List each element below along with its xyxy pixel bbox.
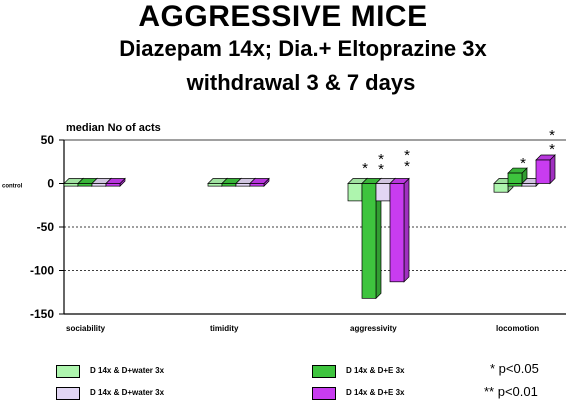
bar-aggressivity-s0	[347, 183, 363, 202]
bar-aggressivity-s3-side	[403, 177, 410, 283]
y-tick-label: -50	[37, 220, 55, 234]
significance-star: *	[520, 155, 526, 172]
y-tick-label: -150	[30, 307, 54, 321]
legend-label: D 14x & D+water 3x	[90, 388, 165, 397]
significance-star: *	[362, 160, 368, 177]
bar-locomotion-s1	[507, 183, 523, 187]
legend-swatch	[56, 365, 80, 378]
category-label-sociability: sociability	[66, 324, 106, 333]
y-tick-label: 50	[41, 133, 55, 147]
significance-star: *	[549, 127, 555, 144]
significance-star: *	[549, 141, 555, 158]
bar-timidity-s0	[207, 183, 223, 187]
legend-item-d-e-3x-purple: D 14x & D+E 3x	[312, 387, 472, 401]
category-label-locomotion: locomotion	[496, 324, 539, 333]
bar-locomotion-s1-extra	[507, 172, 523, 184]
y-tick-label: 0	[47, 177, 54, 191]
chart-subtitle-line2: withdrawal 3 & 7 days	[186, 70, 416, 95]
bar-aggressivity-s1	[361, 183, 377, 299]
legend-item-d-water-3x-green: D 14x & D+water 3x	[56, 365, 256, 379]
control-label: control	[2, 184, 23, 190]
significance-star: *	[404, 158, 410, 175]
bar-locomotion-s2	[521, 183, 537, 187]
bar-timidity-s1	[221, 183, 237, 187]
legend-label: D 14x & D+E 3x	[346, 366, 405, 375]
bar-aggressivity-s2	[375, 183, 391, 202]
chart-title: AGGRESSIVE MICE	[138, 0, 428, 33]
category-label-timidity: timidity	[210, 324, 239, 333]
bar-locomotion-s0	[493, 183, 509, 193]
bar-timidity-s2	[235, 183, 251, 187]
bar-sociability-s1	[77, 183, 93, 187]
legend-label: D 14x & D+E 3x	[346, 388, 405, 397]
bar-locomotion-s3	[535, 159, 551, 184]
bar-sociability-s3	[105, 183, 121, 187]
legend-swatch	[312, 365, 336, 378]
y-tick-label: -100	[30, 264, 54, 278]
chart-subtitle-line1: Diazepam 14x; Dia.+ Eltoprazine 3x	[119, 36, 487, 61]
bar-sociability-s2	[91, 183, 107, 187]
legend-item-d-e-3x-green: D 14x & D+E 3x	[312, 365, 472, 379]
significance-star: *	[378, 161, 384, 178]
legend-swatch	[56, 387, 80, 400]
legend-label: D 14x & D+water 3x	[90, 366, 165, 375]
significance-star: *	[404, 147, 410, 164]
significance-p005: * p<0.05	[490, 361, 539, 376]
legend-item-d-water-3x-lavender: D 14x & D+water 3x	[56, 387, 256, 401]
bar-timidity-s3	[249, 183, 265, 187]
y-axis-label: median No of acts	[66, 122, 161, 134]
bar-aggressivity-s3	[389, 183, 405, 283]
legend-swatch	[312, 387, 336, 400]
bar-sociability-s0	[63, 183, 79, 187]
significance-star: *	[378, 151, 384, 168]
category-label-aggressivity: aggressivity	[350, 324, 397, 333]
significance-p001: ** p<0.01	[484, 384, 538, 399]
